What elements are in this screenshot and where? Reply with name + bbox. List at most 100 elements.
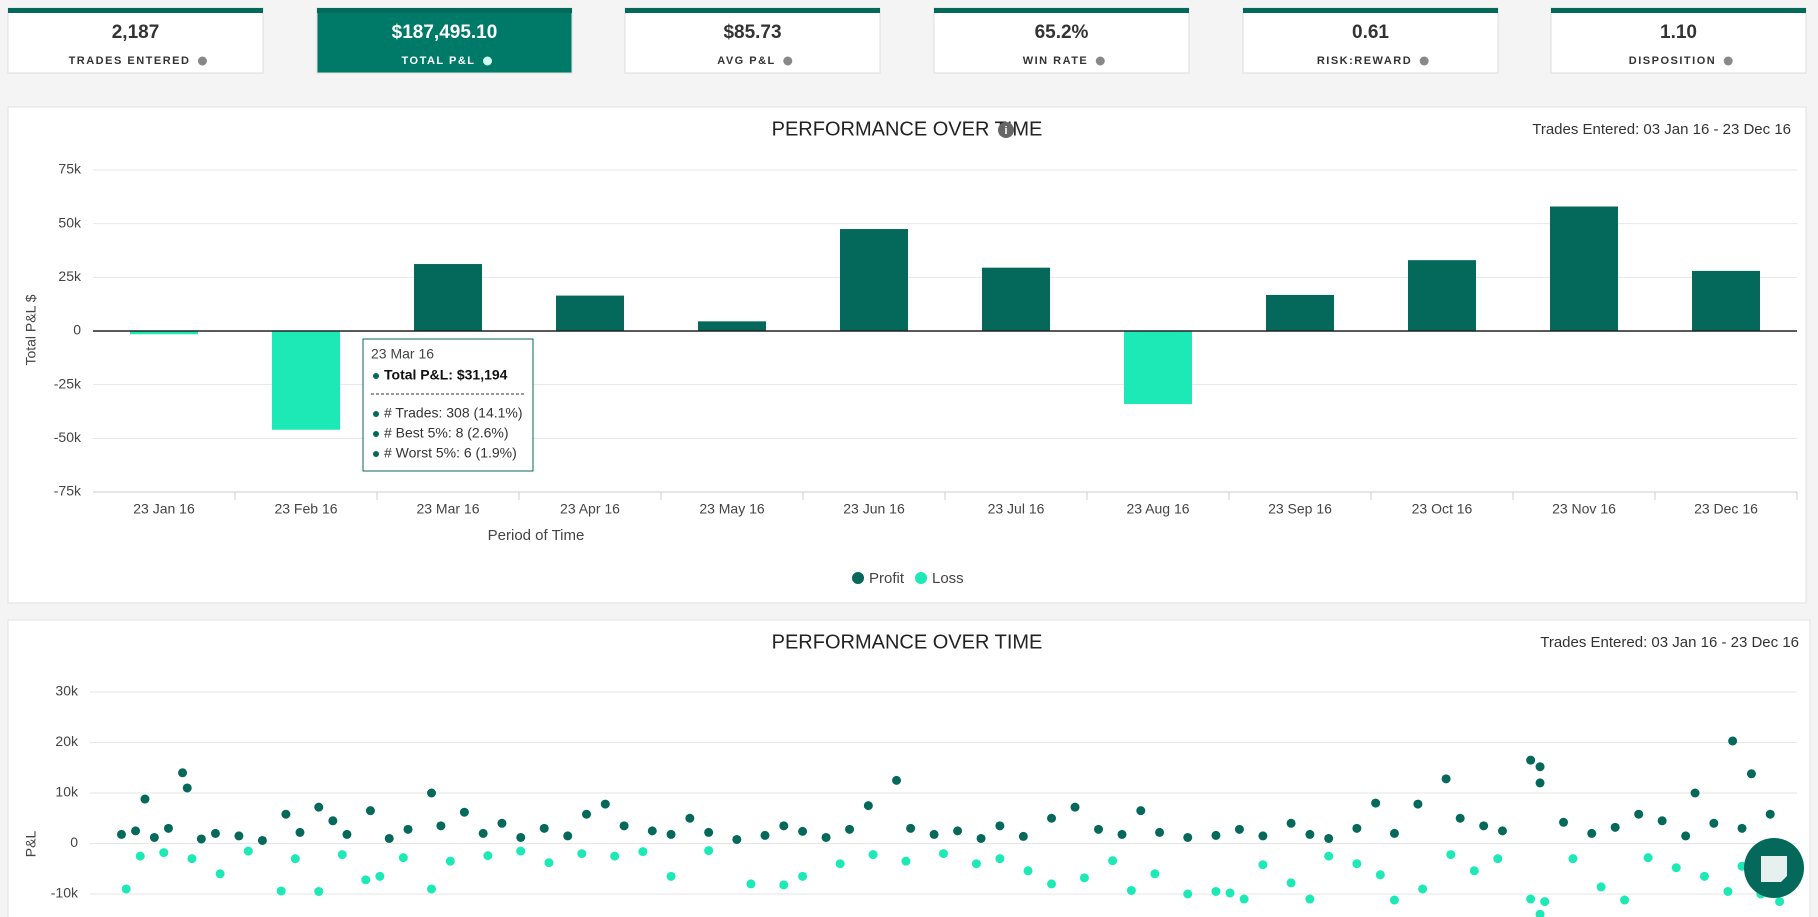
point[interactable] <box>1258 860 1268 870</box>
point[interactable] <box>1117 829 1127 839</box>
point[interactable] <box>1643 853 1653 863</box>
point[interactable] <box>337 850 347 860</box>
point[interactable] <box>314 886 324 896</box>
point[interactable] <box>1526 755 1536 765</box>
point[interactable] <box>1023 866 1033 876</box>
point[interactable] <box>1596 882 1606 892</box>
point[interactable] <box>459 807 469 817</box>
point[interactable] <box>971 859 981 869</box>
point[interactable] <box>290 854 300 864</box>
point[interactable] <box>1479 821 1489 831</box>
point[interactable] <box>1047 813 1057 823</box>
point[interactable] <box>361 875 371 885</box>
point[interactable] <box>196 834 206 844</box>
point[interactable] <box>116 829 126 839</box>
point[interactable] <box>1709 818 1719 828</box>
point[interactable] <box>182 783 192 793</box>
point[interactable] <box>779 821 789 831</box>
point[interactable] <box>798 826 808 836</box>
point[interactable] <box>666 829 676 839</box>
bar[interactable] <box>1692 270 1760 331</box>
point[interactable] <box>1371 798 1381 808</box>
point[interactable] <box>398 853 408 863</box>
point[interactable] <box>544 858 554 868</box>
point[interactable] <box>365 806 375 816</box>
point[interactable] <box>577 849 587 859</box>
bar[interactable] <box>840 229 908 331</box>
point[interactable] <box>342 829 352 839</box>
point[interactable] <box>1108 856 1118 866</box>
point[interactable] <box>427 884 437 894</box>
point[interactable] <box>600 799 610 809</box>
point[interactable] <box>1286 818 1296 828</box>
point[interactable] <box>1493 854 1503 864</box>
point[interactable] <box>1526 894 1536 904</box>
point[interactable] <box>901 856 911 866</box>
point[interactable] <box>121 884 131 894</box>
point[interactable] <box>1746 769 1756 779</box>
bar[interactable] <box>556 295 624 331</box>
point[interactable] <box>995 854 1005 864</box>
point[interactable] <box>1070 802 1080 812</box>
bar[interactable] <box>1550 206 1618 331</box>
point[interactable] <box>1183 889 1193 899</box>
point[interactable] <box>314 802 324 812</box>
point[interactable] <box>1671 863 1681 873</box>
point[interactable] <box>516 846 526 856</box>
point[interactable] <box>1324 851 1334 861</box>
point[interactable] <box>1469 866 1479 876</box>
point[interactable] <box>215 869 225 879</box>
point[interactable] <box>1018 831 1028 841</box>
point[interactable] <box>478 828 488 838</box>
info-icon[interactable] <box>1723 56 1733 66</box>
point[interactable] <box>685 813 695 823</box>
point[interactable] <box>1211 830 1221 840</box>
point[interactable] <box>1728 736 1738 746</box>
info-icon[interactable] <box>1419 56 1429 66</box>
point[interactable] <box>732 834 742 844</box>
info-icon[interactable] <box>1095 56 1105 66</box>
legend-marker[interactable] <box>852 572 864 584</box>
point[interactable] <box>1305 829 1315 839</box>
point[interactable] <box>1305 894 1315 904</box>
point[interactable] <box>835 859 845 869</box>
point[interactable] <box>131 826 141 836</box>
point[interactable] <box>906 823 916 833</box>
bar[interactable] <box>1266 294 1334 331</box>
kpi-card[interactable] <box>1550 7 1807 74</box>
bar[interactable] <box>982 267 1050 331</box>
point[interactable] <box>610 851 620 861</box>
point[interactable] <box>746 879 756 889</box>
point[interactable] <box>159 848 169 858</box>
point[interactable] <box>647 826 657 836</box>
point[interactable] <box>666 871 676 881</box>
point[interactable] <box>375 871 385 881</box>
legend-marker[interactable] <box>915 572 927 584</box>
point[interactable] <box>1389 828 1399 838</box>
point[interactable] <box>1657 816 1667 826</box>
point[interactable] <box>1690 788 1700 798</box>
point[interactable] <box>210 828 220 838</box>
point[interactable] <box>1737 823 1747 833</box>
point[interactable] <box>1150 869 1160 879</box>
point[interactable] <box>1540 897 1550 907</box>
point[interactable] <box>1497 826 1507 836</box>
point[interactable] <box>295 827 305 837</box>
legend-label[interactable]: Loss <box>932 570 964 587</box>
point[interactable] <box>1559 817 1569 827</box>
point[interactable] <box>427 788 437 798</box>
point[interactable] <box>1446 850 1456 860</box>
point[interactable] <box>1418 884 1428 894</box>
point[interactable] <box>1286 878 1296 888</box>
point[interactable] <box>187 854 197 864</box>
bar[interactable] <box>272 331 340 430</box>
point[interactable] <box>276 886 286 896</box>
point[interactable] <box>1441 774 1451 784</box>
point[interactable] <box>1225 888 1235 898</box>
point[interactable] <box>539 823 549 833</box>
point[interactable] <box>863 801 873 811</box>
point[interactable] <box>1239 894 1249 904</box>
kpi-card[interactable] <box>933 7 1190 74</box>
point[interactable] <box>976 833 986 843</box>
point[interactable] <box>1587 828 1597 838</box>
